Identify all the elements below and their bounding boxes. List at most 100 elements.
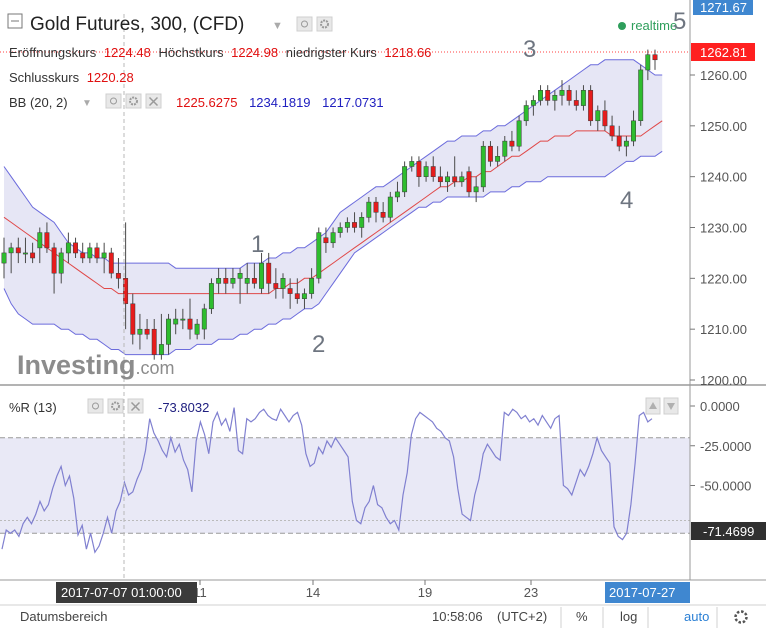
candle-body — [402, 166, 408, 193]
wr-value: -73.8032 — [158, 400, 209, 415]
candle-body — [259, 262, 264, 289]
candle-body — [437, 176, 443, 183]
candle-body — [609, 125, 615, 137]
candle-body — [108, 252, 114, 274]
candle-body — [201, 308, 207, 330]
candlestick-layer — [1, 49, 658, 360]
price-tick-label: 1240.00 — [700, 170, 747, 185]
clock-time: 10:58:06 — [432, 609, 483, 624]
candle-body — [15, 247, 21, 254]
gear-icon[interactable] — [316, 16, 333, 32]
candle-body — [173, 318, 179, 325]
open-label: Eröffnungskurs — [9, 45, 97, 60]
candle-body — [194, 323, 200, 335]
realtime-dot-icon — [618, 22, 626, 30]
candle-body — [166, 318, 171, 345]
candle-body — [445, 176, 450, 183]
close-row: Schlusskurs 1220.28 — [9, 70, 134, 85]
candle-body — [158, 344, 164, 355]
candle-body — [208, 283, 214, 310]
candle-body — [459, 176, 465, 183]
annotation-1: 1 — [251, 231, 264, 258]
candle-body — [115, 273, 121, 279]
collapse-pane-icon[interactable] — [7, 13, 23, 29]
wr-tick-label: -25.0000 — [700, 439, 751, 454]
wr-eye-icon-pupil — [92, 402, 99, 410]
time-tick-label: 23 — [524, 585, 538, 600]
candle-body — [80, 252, 86, 259]
candle-body — [344, 222, 350, 228]
candle-body — [480, 145, 486, 188]
candle-body — [631, 120, 636, 142]
close-label: Schlusskurs — [9, 70, 80, 85]
percent-scale-button[interactable]: % — [576, 609, 588, 624]
bb-upper-value: 1234.1819 — [249, 95, 310, 110]
bb-values: 1225.6275 1234.1819 1217.0731 — [176, 95, 384, 110]
candle-body — [652, 54, 658, 61]
eye-icon[interactable] — [296, 16, 313, 32]
candle-body — [337, 227, 343, 233]
candle-body — [616, 135, 622, 147]
watermark-logo: Investing.com — [17, 350, 175, 380]
candle-body — [466, 171, 472, 193]
candle-body — [301, 293, 307, 299]
title-dropdown-caret-icon[interactable]: ▼ — [272, 20, 283, 32]
wr-gear-icon[interactable] — [107, 398, 124, 414]
ohlc-row: Eröffnungskurs 1224.48 Höchstkurs 1224.9… — [9, 45, 431, 60]
log-scale-button[interactable]: log — [620, 609, 637, 624]
candle-body — [559, 90, 565, 96]
watermark-brand: Investing — [17, 350, 136, 380]
candle-body — [452, 176, 458, 183]
price-tick-label: 1230.00 — [700, 221, 747, 236]
candle-body — [538, 90, 543, 101]
wr-tick-label: 0.0000 — [700, 399, 740, 414]
bb-gear-icon[interactable] — [125, 93, 142, 109]
candle-body — [588, 90, 594, 122]
candle-body — [387, 196, 393, 218]
candle-body — [280, 278, 286, 289]
current-price-label: 1262.81 — [700, 45, 747, 60]
eye-icon-pupil — [301, 20, 308, 28]
candle-body — [487, 145, 493, 162]
wr-eye-icon[interactable] — [87, 398, 104, 414]
candle-body — [545, 90, 551, 101]
candle-body — [187, 318, 193, 330]
annotation-3: 3 — [523, 36, 536, 63]
high-label: Höchstkurs — [158, 45, 224, 60]
price-tick-label: 1260.00 — [700, 68, 747, 83]
candle-body — [623, 140, 629, 147]
bb-eye-icon[interactable] — [105, 93, 122, 109]
wr-current-label-bg — [691, 522, 766, 540]
bb-gear-icon-shape — [129, 96, 138, 106]
wr-label: %R (13) — [9, 400, 57, 415]
wr-move-down-arrow-icon — [667, 403, 675, 410]
candle-body — [44, 232, 50, 249]
price-tick-label: 1210.00 — [700, 322, 747, 337]
candle-body — [216, 278, 222, 284]
candle-body — [394, 191, 400, 198]
candle-body — [65, 242, 71, 254]
candle-body — [530, 100, 536, 106]
candle-body — [502, 140, 508, 157]
bb-dropdown-caret-icon[interactable]: ▼ — [82, 98, 92, 109]
candle-body — [230, 278, 236, 284]
bb-middle-line — [3, 120, 663, 295]
time-tick-label: 14 — [306, 585, 320, 600]
timezone-button[interactable]: (UTC+2) — [497, 609, 547, 624]
settings-gear-icon[interactable] — [734, 610, 748, 624]
candle-body — [638, 69, 644, 121]
wr-move-up-arrow-icon — [649, 402, 657, 409]
bb-middle-value: 1225.6275 — [176, 95, 237, 110]
date-range-button[interactable]: Datumsbereich — [20, 609, 107, 624]
time-tick-label: 19 — [418, 585, 432, 600]
chart-title: Gold Futures, 300, (CFD) — [30, 14, 244, 35]
bb-lower-value: 1217.0731 — [322, 95, 383, 110]
candle-body — [380, 212, 386, 218]
auto-scale-button[interactable]: auto — [684, 609, 709, 624]
candle-body — [373, 201, 379, 213]
price-axis: 1200.00 1210.00 1220.00 1230.00 1240.00 1250.… — [690, 0, 755, 388]
candle-body — [94, 247, 100, 259]
bb-lower-line — [3, 150, 663, 356]
candle-body — [552, 95, 558, 101]
